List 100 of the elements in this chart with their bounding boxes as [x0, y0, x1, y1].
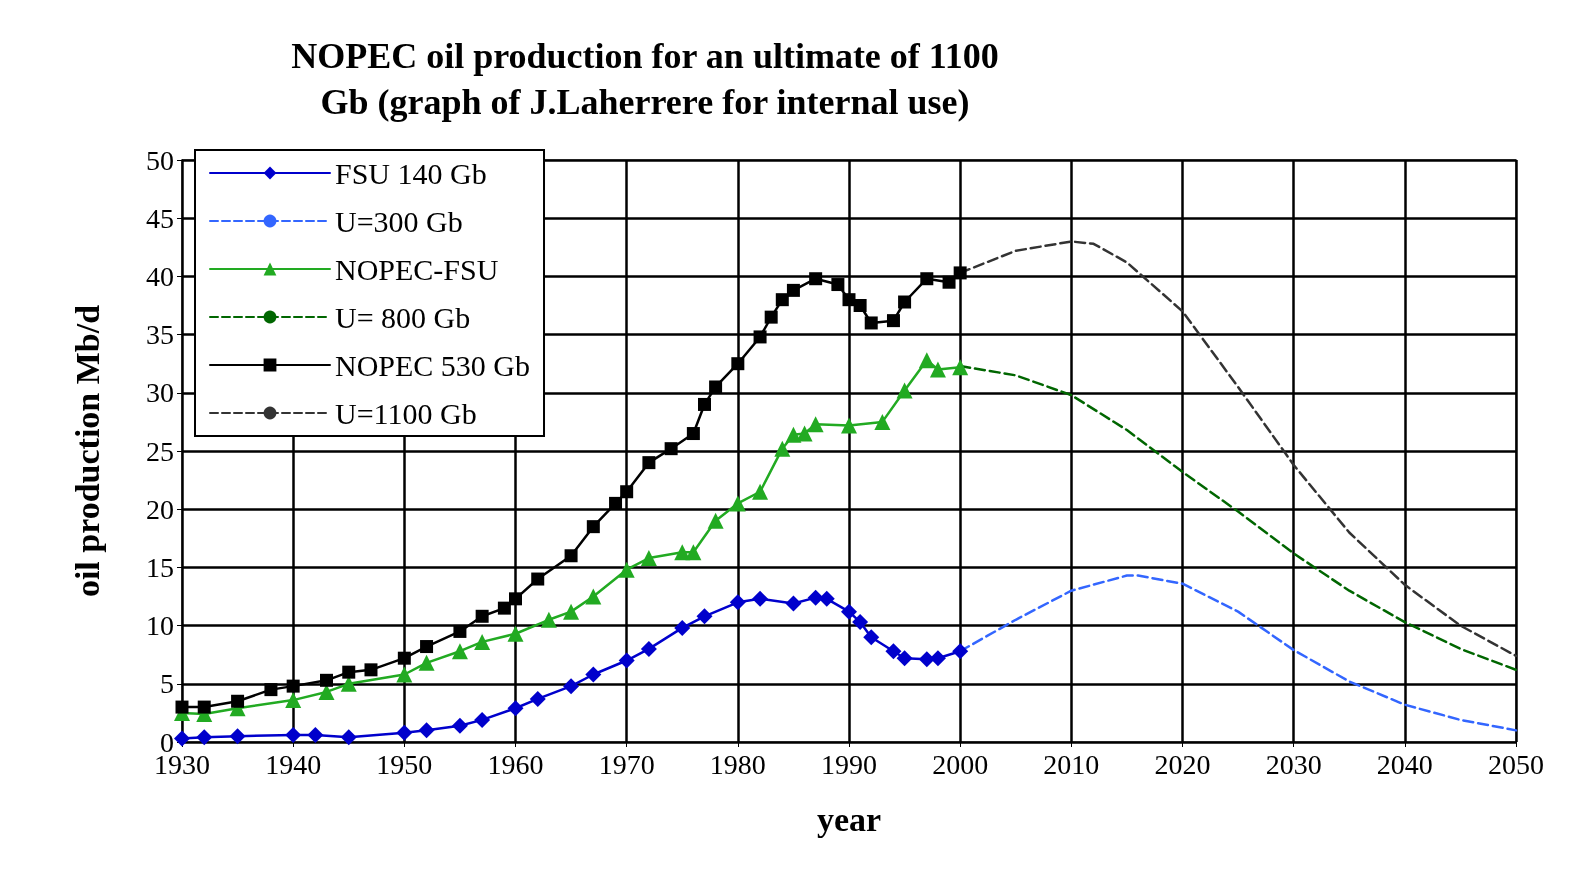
point: [507, 625, 524, 642]
x-tick-label: 2040: [1376, 748, 1433, 780]
point: [396, 724, 413, 741]
point: [886, 314, 900, 328]
point: [286, 679, 300, 693]
point: [929, 361, 946, 378]
x-tick-label: 1940: [265, 748, 322, 780]
point: [774, 440, 791, 457]
point: [640, 550, 657, 567]
x-tick-label: 2020: [1154, 748, 1211, 780]
point: [775, 293, 789, 307]
point: [697, 397, 711, 411]
point: [952, 643, 969, 660]
point: [885, 643, 902, 660]
point: [953, 266, 967, 280]
point: [918, 352, 935, 369]
point: [729, 594, 746, 611]
point: [874, 413, 891, 430]
point: [920, 272, 934, 286]
point: [952, 359, 969, 376]
point: [474, 711, 491, 728]
point: [540, 611, 557, 628]
point: [497, 601, 511, 615]
point: [640, 640, 657, 657]
point: [942, 275, 956, 289]
point: [918, 651, 935, 668]
point: [285, 727, 302, 744]
y-tick-label: 15: [146, 551, 174, 583]
legend-label: U= 800 Gb: [335, 300, 471, 334]
point: [451, 643, 468, 660]
point: [642, 456, 656, 470]
point: [786, 283, 800, 297]
point: [620, 485, 634, 499]
point: [420, 640, 434, 654]
point: [418, 654, 435, 671]
point: [529, 690, 546, 707]
point: [841, 603, 857, 620]
y-tick-label: 50: [146, 144, 174, 176]
point: [586, 520, 600, 534]
point: [197, 700, 211, 714]
point: [174, 730, 190, 747]
point: [685, 544, 702, 561]
point: [342, 665, 356, 679]
y-tick-label: 40: [146, 260, 174, 292]
y-tick-label: 20: [146, 493, 174, 525]
x-tick-label: 2000: [932, 748, 989, 780]
point: [609, 496, 623, 510]
y-axis-title: oil production Mb/d: [68, 304, 106, 598]
chart-title: NOPEC oil production for an ultimate of 1100 Gb (graph of J.Laherrere for internal use): [291, 36, 999, 122]
y-tick-label: 35: [146, 319, 174, 351]
point: [807, 589, 824, 606]
point: [451, 717, 468, 734]
point: [618, 561, 635, 578]
x-tick-label: 1990: [821, 748, 877, 780]
point: [231, 694, 245, 708]
point: [564, 549, 578, 563]
point: [531, 572, 545, 586]
x-tick-label: 1980: [709, 748, 766, 780]
point: [841, 417, 857, 434]
point: [752, 590, 769, 607]
point: [752, 483, 769, 500]
point: [396, 666, 413, 683]
x-axis-title: year: [816, 800, 882, 838]
point: [731, 357, 745, 371]
point: [864, 316, 878, 330]
point: [664, 442, 678, 456]
y-tick-label: 25: [146, 435, 174, 467]
point: [709, 380, 723, 394]
point: [831, 278, 845, 292]
point: [585, 588, 602, 605]
point: [475, 609, 489, 623]
y-tick-label: 10: [146, 610, 174, 642]
point: [896, 382, 913, 399]
point: [618, 652, 635, 669]
x-tick-label: 2030: [1265, 748, 1322, 780]
point: [753, 330, 767, 344]
point: [563, 678, 580, 695]
point: [307, 727, 324, 744]
point: [764, 310, 778, 324]
point: [229, 728, 246, 745]
point: [364, 663, 378, 677]
legend-label: FSU 140 Gb: [335, 156, 487, 190]
point: [863, 629, 880, 646]
point: [563, 603, 580, 620]
legend-label: U=300 Gb: [335, 204, 463, 238]
point: [320, 673, 334, 687]
point: [696, 608, 713, 625]
point: [264, 683, 278, 697]
point: [175, 700, 189, 714]
point: [285, 692, 302, 709]
y-tick-label: 30: [146, 377, 174, 409]
point: [453, 624, 467, 638]
point: [418, 722, 435, 739]
point: [785, 595, 802, 612]
y-tick-label: 45: [146, 202, 174, 234]
point: [340, 729, 357, 746]
point: [818, 590, 835, 607]
point: [585, 666, 602, 683]
x-tick-label: 2010: [1043, 748, 1100, 780]
point: [809, 272, 823, 286]
